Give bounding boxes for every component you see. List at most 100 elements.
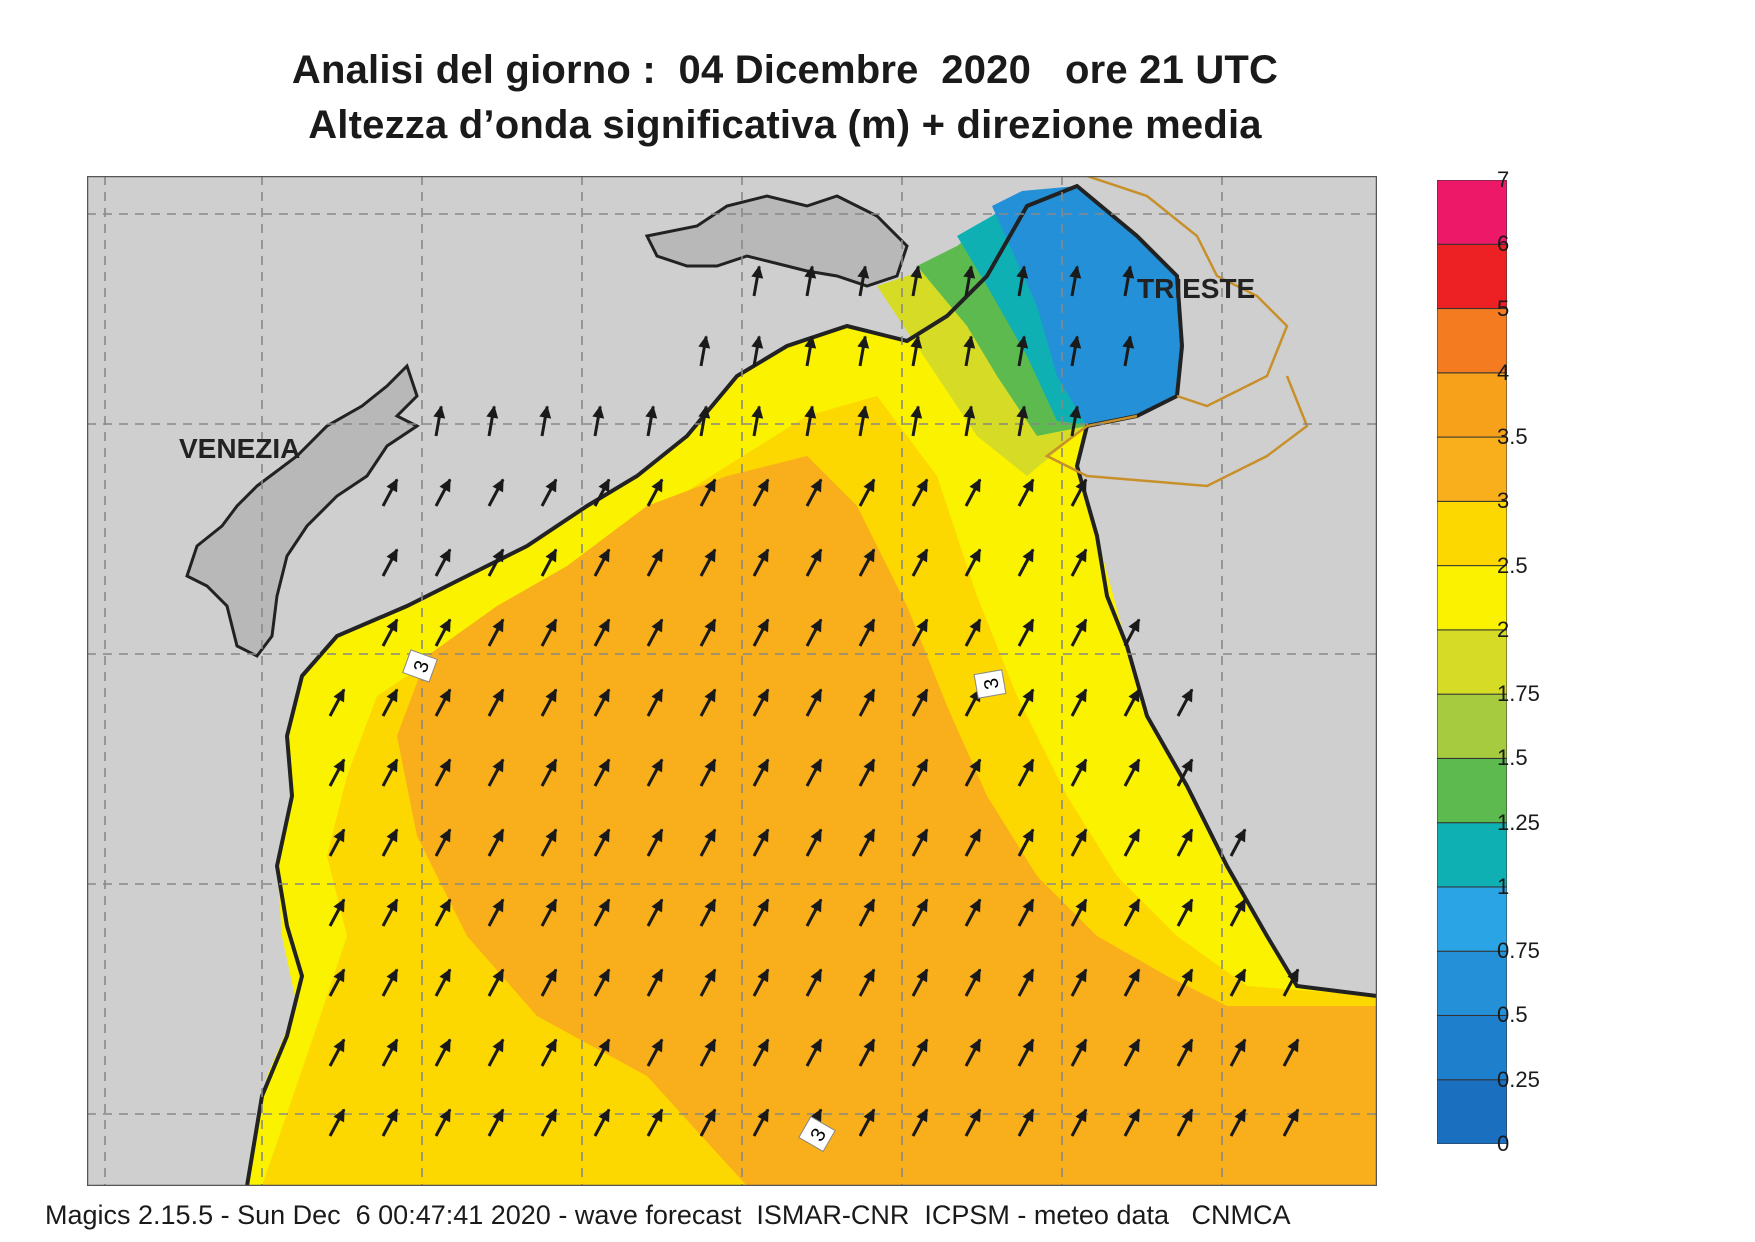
title-line-1: Analisi del giorno : 04 Dicembre 2020 or… (291, 48, 1279, 92)
direction-arrow (911, 618, 929, 647)
direction-arrow (752, 478, 770, 507)
direction-arrow (964, 478, 982, 507)
legend-swatch (1437, 757, 1507, 824)
direction-arrow (1070, 898, 1088, 927)
direction-arrow (1070, 688, 1088, 717)
direction-arrow (751, 405, 764, 437)
direction-arrow (328, 1108, 346, 1137)
direction-arrow (540, 688, 558, 717)
direction-arrow (1282, 1038, 1300, 1067)
direction-arrow (1016, 335, 1029, 367)
legend-label: 7 (1497, 167, 1510, 192)
direction-arrow (1123, 688, 1141, 717)
legend-swatch (1437, 1014, 1507, 1081)
direction-arrow (1123, 618, 1141, 647)
direction-arrows (328, 265, 1300, 1137)
legend-label: 3 (1497, 488, 1510, 514)
direction-arrow (858, 1038, 876, 1067)
direction-arrow (593, 688, 611, 717)
legend-swatch (1437, 950, 1507, 1016)
direction-arrow (381, 1108, 399, 1137)
direction-arrow (1123, 758, 1141, 787)
direction-arrow (963, 335, 976, 367)
legend-swatch (1437, 372, 1507, 438)
direction-arrow (486, 405, 499, 437)
direction-arrow (963, 265, 976, 297)
direction-arrow (699, 618, 717, 647)
direction-arrow (434, 1108, 452, 1137)
city-label-venezia: VENEZIA (179, 433, 300, 464)
direction-arrow (1069, 405, 1082, 437)
legend-label: 5 (1497, 295, 1510, 321)
legend-label: 0.25 (1497, 1066, 1540, 1092)
direction-arrow (1017, 758, 1035, 787)
direction-arrow (381, 968, 399, 997)
direction-arrow (434, 1038, 452, 1067)
legend-label: 1.5 (1497, 745, 1528, 771)
direction-arrow (910, 265, 923, 297)
legend-label: 4 (1497, 359, 1510, 385)
contour-label-b: 3 (973, 669, 1007, 699)
direction-arrow (328, 828, 346, 857)
direction-arrow (487, 1108, 505, 1137)
direction-arrow (381, 688, 399, 717)
direction-arrow (540, 1038, 558, 1067)
direction-arrow (858, 828, 876, 857)
direction-arrow (911, 758, 929, 787)
direction-arrow (805, 548, 823, 577)
direction-arrow (805, 828, 823, 857)
direction-arrow (381, 1038, 399, 1067)
direction-arrow (963, 405, 976, 437)
direction-arrow (487, 1038, 505, 1067)
direction-arrow (858, 758, 876, 787)
direction-arrow (434, 898, 452, 927)
direction-arrow (1017, 828, 1035, 857)
direction-arrow (646, 478, 664, 507)
direction-arrow (752, 898, 770, 927)
direction-arrow (858, 478, 876, 507)
direction-arrow (381, 478, 399, 507)
direction-arrow (1176, 1038, 1194, 1067)
direction-arrow (487, 758, 505, 787)
lat-lon-grid (87, 176, 1377, 1186)
direction-arrow (805, 898, 823, 927)
direction-arrow (804, 335, 817, 367)
legend-swatch (1437, 180, 1507, 245)
direction-arrow (911, 688, 929, 717)
direction-arrow (1069, 265, 1082, 297)
direction-arrow (434, 618, 452, 647)
direction-arrow (540, 828, 558, 857)
direction-arrow (911, 1108, 929, 1137)
direction-arrow (487, 478, 505, 507)
legend-label: 3.5 (1497, 424, 1528, 450)
direction-arrow (593, 618, 611, 647)
direction-arrow (699, 828, 717, 857)
direction-arrow (381, 828, 399, 857)
direction-arrow (1229, 968, 1247, 997)
legend-swatch (1437, 886, 1507, 952)
direction-arrow (1070, 618, 1088, 647)
direction-arrow (964, 828, 982, 857)
direction-arrow (646, 618, 664, 647)
direction-arrow (381, 548, 399, 577)
direction-arrow (1069, 335, 1082, 367)
direction-arrow (805, 758, 823, 787)
direction-arrow (911, 1038, 929, 1067)
direction-arrow (1017, 618, 1035, 647)
direction-arrow (752, 618, 770, 647)
direction-arrow (1122, 335, 1135, 367)
legend-label: 0.5 (1497, 1002, 1528, 1028)
direction-arrow (1070, 1038, 1088, 1067)
direction-arrow (699, 1038, 717, 1067)
direction-arrow (646, 1108, 664, 1137)
direction-arrow (593, 968, 611, 997)
direction-arrow (646, 688, 664, 717)
direction-arrow (752, 758, 770, 787)
direction-arrow (910, 405, 923, 437)
direction-arrow (805, 968, 823, 997)
direction-arrow (752, 1038, 770, 1067)
direction-arrow (434, 548, 452, 577)
direction-arrow (858, 618, 876, 647)
legend-label: 6 (1497, 231, 1510, 257)
map-frame (87, 176, 1377, 1186)
